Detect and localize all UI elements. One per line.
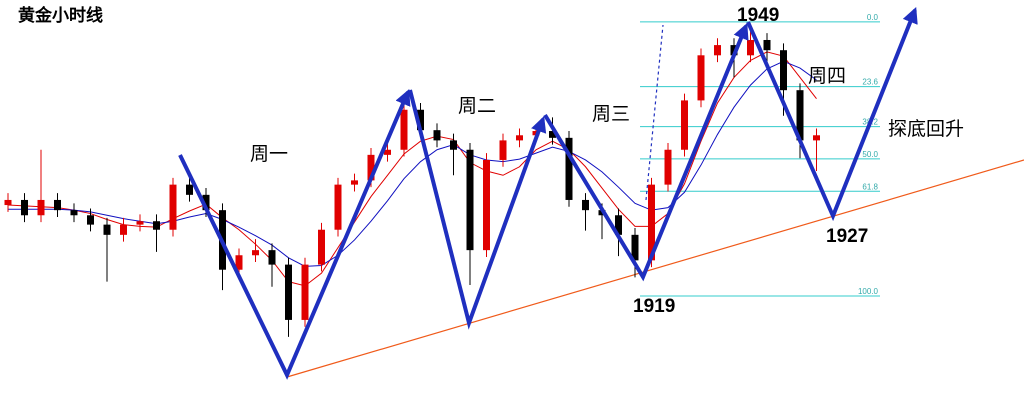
candle-body	[202, 194, 210, 211]
candle-body	[516, 135, 523, 141]
candle-body	[433, 130, 441, 141]
candle-body	[103, 224, 111, 235]
candle-body	[235, 255, 243, 270]
candle-body	[697, 55, 705, 101]
candle-body	[169, 184, 177, 230]
candle-body	[334, 184, 342, 230]
candle-body	[747, 39, 754, 56]
candle-body	[367, 154, 375, 181]
candle-body	[648, 184, 655, 261]
wave-arrow	[543, 23, 749, 282]
wave-arrow	[178, 89, 411, 380]
annotation: 周一	[250, 143, 288, 165]
candle-body	[450, 140, 457, 150]
price-label: 1919	[633, 296, 675, 317]
trend-line	[286, 159, 1024, 378]
ma-line	[7, 51, 817, 287]
wave-arrow	[746, 7, 918, 222]
price-label: 1949	[737, 5, 779, 26]
candle-body	[120, 224, 127, 235]
price-label: 1927	[826, 226, 868, 247]
candle-body	[153, 221, 160, 230]
annotation: 周三	[592, 103, 630, 125]
candle-body	[318, 229, 325, 265]
fib-label: 100.0	[858, 287, 879, 296]
annotation: 周二	[458, 95, 496, 117]
candle-body	[582, 199, 589, 211]
candle-body	[252, 250, 259, 256]
candle-body	[351, 180, 358, 185]
candle-body	[87, 215, 94, 225]
candle-body	[664, 149, 672, 185]
candle-body	[37, 199, 45, 216]
candle-body	[301, 264, 309, 320]
candle-body	[417, 109, 424, 131]
candle-body	[21, 199, 28, 216]
candle-body	[549, 131, 556, 138]
candle-body	[136, 221, 144, 225]
candle-body	[813, 135, 820, 141]
wave-arrows	[178, 7, 918, 380]
candles	[4, 31, 820, 337]
fib-label: 0.0	[867, 13, 879, 22]
candle-body	[681, 100, 688, 150]
candle-body	[714, 45, 721, 56]
fib-label: 23.6	[862, 78, 878, 87]
candle-body	[4, 199, 12, 206]
candle-body	[615, 215, 622, 235]
candle-body	[186, 184, 193, 195]
annotation: 探底回升	[888, 118, 964, 140]
candle-body	[466, 149, 474, 251]
candle-body	[780, 50, 787, 91]
candle-body	[384, 149, 391, 155]
candle-body	[268, 250, 276, 265]
candle-body	[285, 264, 292, 320]
candle-body	[631, 234, 639, 261]
dotted-line	[645, 24, 664, 201]
fib-label: 50.0	[862, 150, 878, 159]
wave-arrow	[408, 89, 547, 330]
candle-body	[499, 140, 507, 160]
candle-body	[763, 39, 771, 51]
candle-body	[54, 199, 61, 211]
candle-body	[70, 210, 78, 216]
candle-body	[565, 137, 573, 200]
candle-body	[796, 90, 804, 141]
candle-body	[483, 159, 490, 251]
annotation: 周四	[808, 65, 846, 87]
candle-body	[400, 109, 408, 150]
fib-label: 61.8	[862, 182, 878, 191]
chart-title: 黄金小时线	[18, 5, 103, 26]
